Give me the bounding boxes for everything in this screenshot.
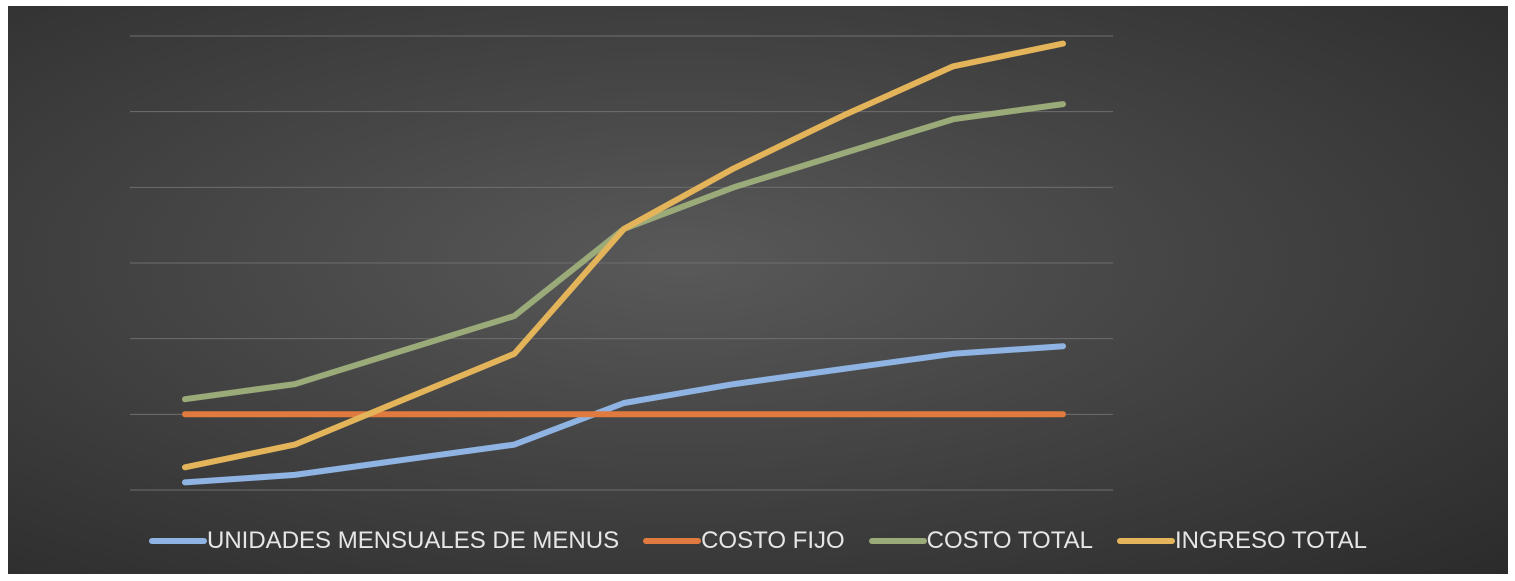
legend-item-3: COSTO TOTAL: [868, 527, 1093, 555]
legend-swatch: [643, 538, 702, 544]
legend-swatch: [149, 538, 208, 544]
legend-swatch: [1116, 538, 1175, 544]
chart-panel: UNIDADES MENSUALES DE MENUS COSTO FIJO COS…: [8, 6, 1508, 574]
series-line-1: [182, 343, 1066, 486]
legend-label: INGRESO TOTAL: [1174, 527, 1367, 554]
line-chart: [130, 35, 1113, 491]
legend-label: COSTO TOTAL: [926, 527, 1093, 554]
legend-swatch: [868, 538, 927, 544]
legend-label: UNIDADES MENSUALES DE MENUS: [207, 527, 620, 554]
legend-item-1: UNIDADES MENSUALES DE MENUS: [149, 527, 619, 555]
legend-item-4: INGRESO TOTAL: [1116, 527, 1367, 555]
series-lines: [182, 40, 1066, 486]
legend-item-2: COSTO FIJO: [643, 527, 845, 555]
legend-label: COSTO FIJO: [701, 527, 845, 554]
legend: UNIDADES MENSUALES DE MENUS COSTO FIJO COS…: [8, 520, 1508, 562]
gridlines: [130, 35, 1113, 491]
series-line-4: [182, 40, 1066, 471]
